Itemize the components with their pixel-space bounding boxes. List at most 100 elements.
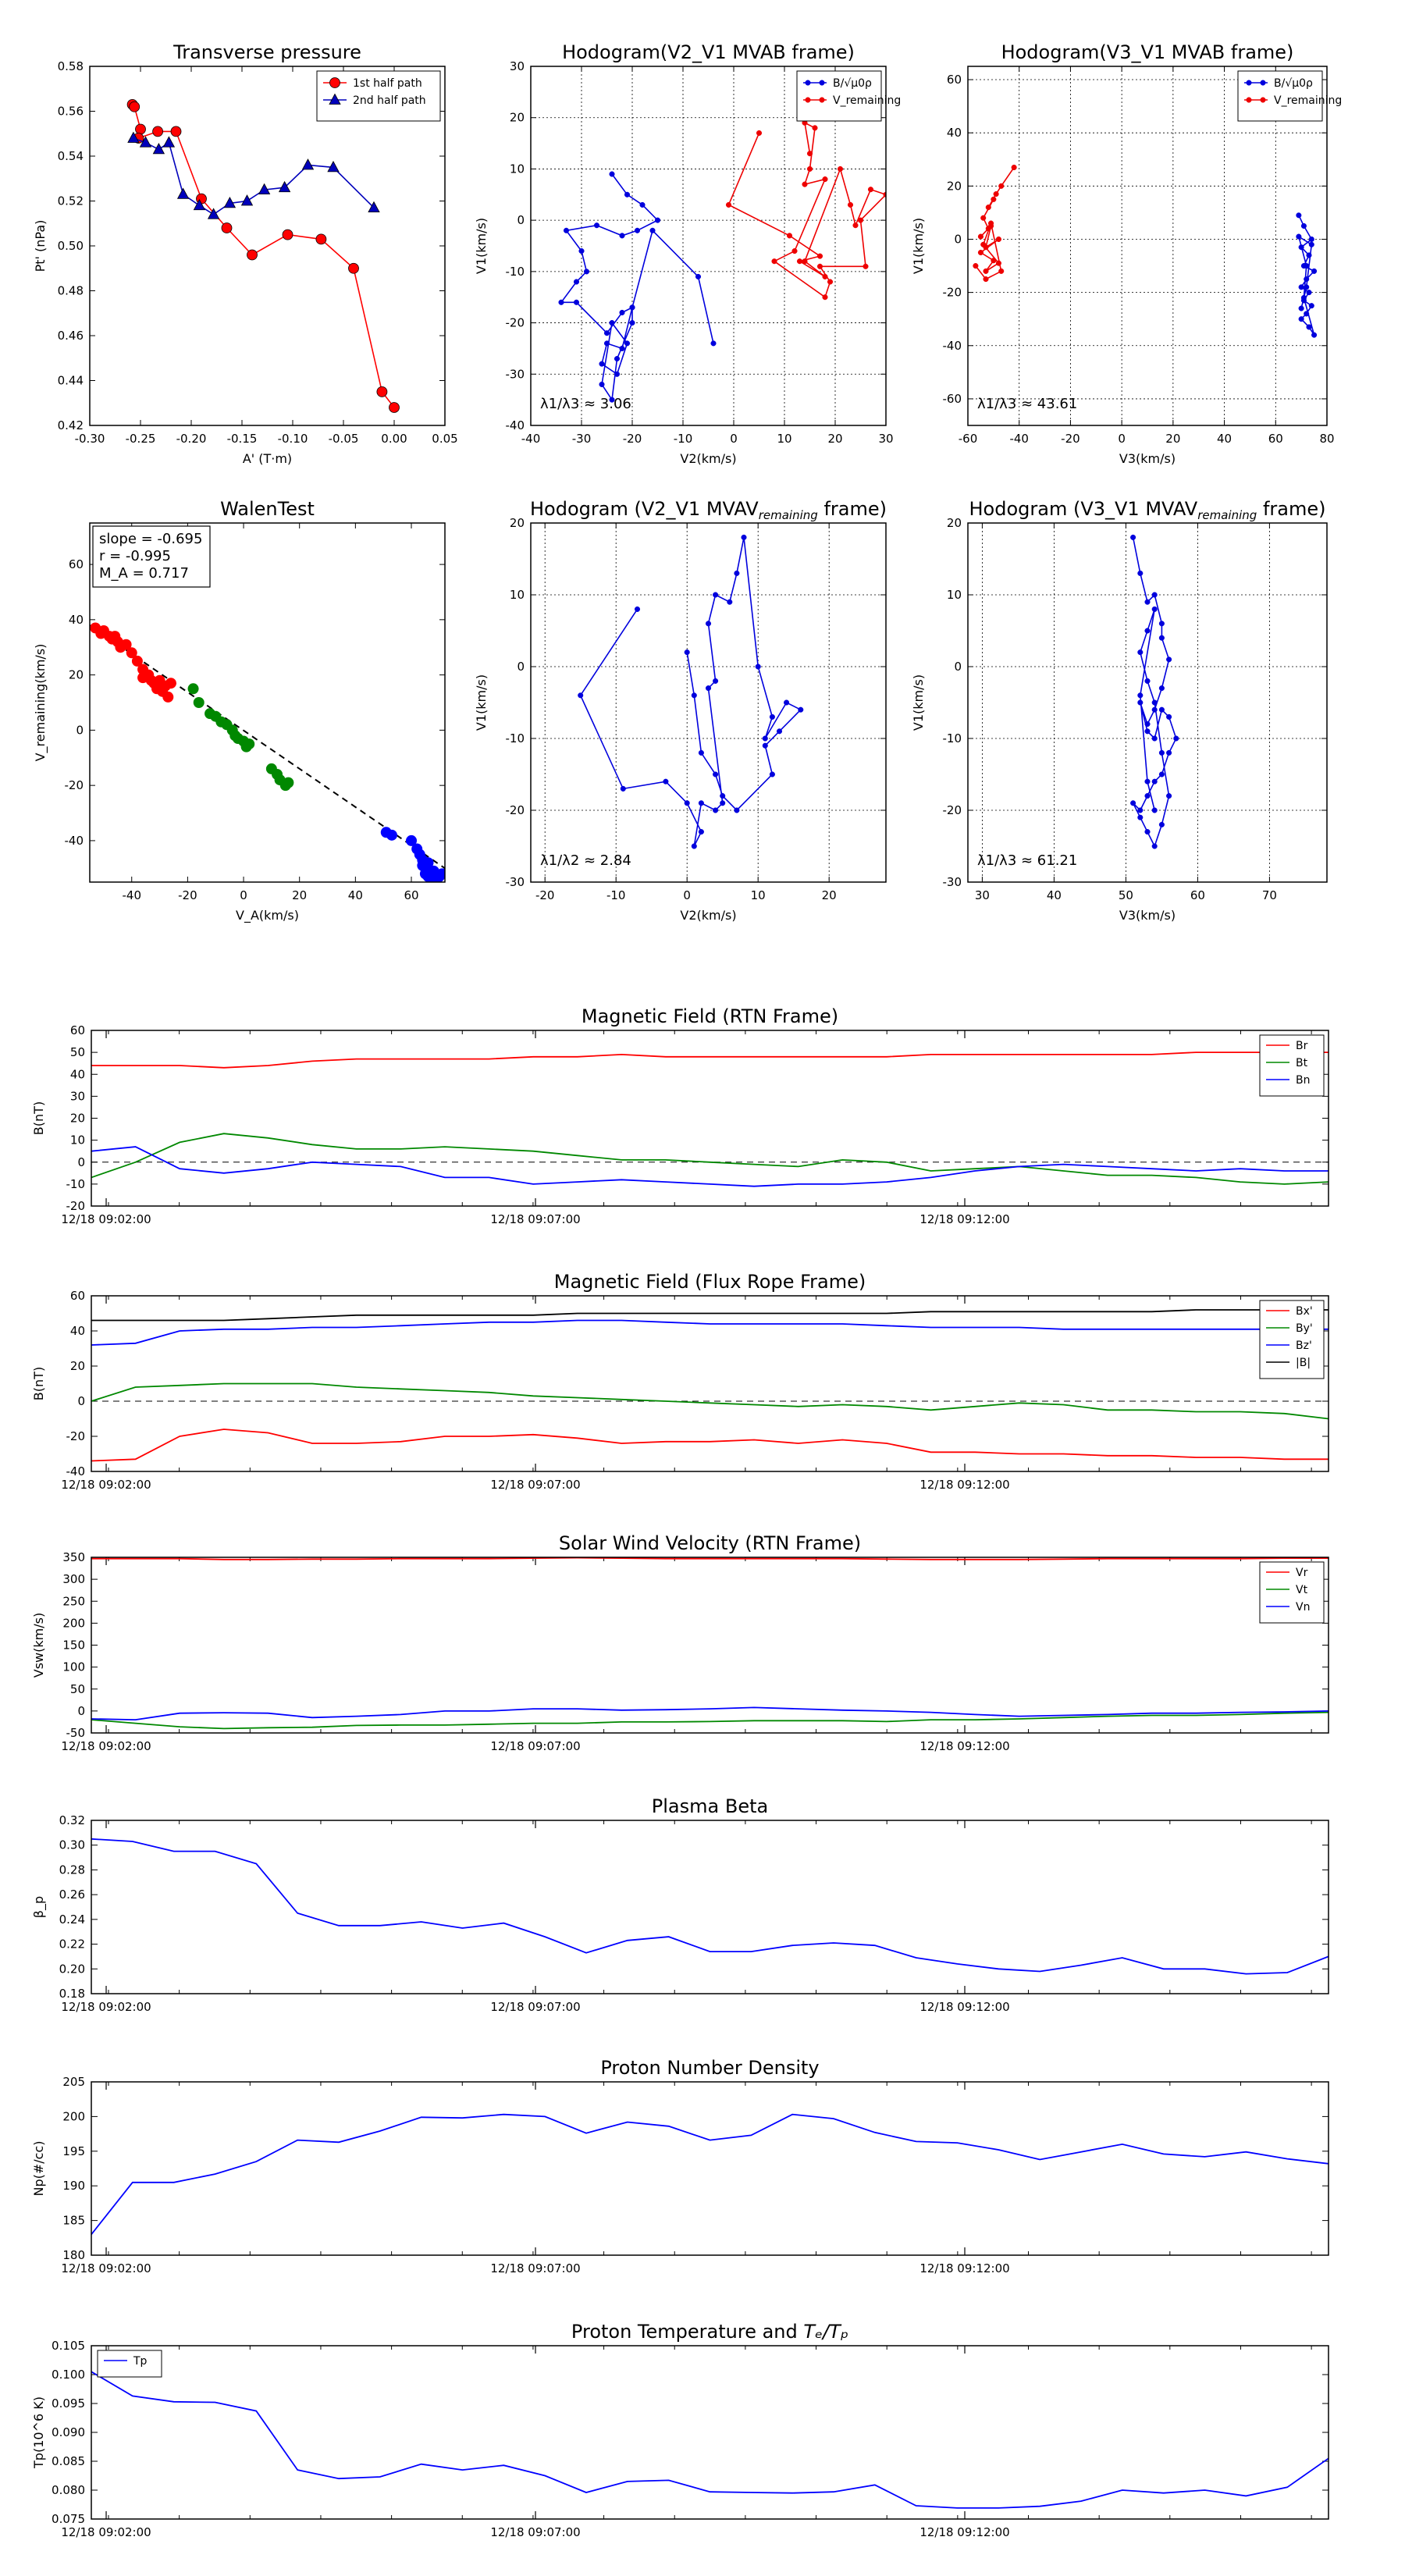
title-part: Proton Temperature and [571,2321,803,2343]
y-tick-label: 0 [954,232,962,246]
x-tick-label: -20 [1061,432,1080,446]
y-tick-label: 40 [69,613,84,627]
y-tick-label: -40 [943,339,962,353]
y-tick-label: 0.58 [58,59,84,73]
p8-panel: -40 -20 0 20 40 60 12/18 09:02:00 12/18 09:07:0… [31,1271,1329,1492]
x-tick-label: -20 [623,432,642,446]
y-tick-label: 0.26 [59,1888,85,1902]
x-tick-label: 10 [751,888,766,902]
data-point [327,161,340,173]
chart-title: Magnetic Field (RTN Frame) [582,1005,838,1027]
y-tick-label: 60 [70,1023,85,1037]
y-tick-label: 200 [62,1616,85,1630]
p7-plot-area [91,1051,1329,1187]
data-point [769,771,775,777]
x-tick-label: -10 [606,888,626,902]
data-point [985,205,991,211]
data-point [710,340,717,347]
y-tick-label: 195 [62,2144,85,2158]
data-point [126,647,137,659]
series-line-beta [91,1838,1329,1975]
chart-title: Solar Wind Velocity (RTN Frame) [559,1532,861,1554]
x-tick-label: 60 [404,888,418,902]
data-point [1130,800,1136,806]
axes-frame [967,522,1328,883]
axes-frame [91,1295,1329,1472]
data-point [1144,678,1151,684]
x-tick-label: -20 [535,888,555,902]
p5-plot-area [578,534,804,849]
data-point [977,233,984,240]
data-point [599,381,605,387]
y-tick-label: 0.50 [58,239,84,253]
y-tick-label: -30 [943,875,962,889]
y-tick-label: -20 [943,803,962,817]
data-point [1158,821,1165,827]
data-point [988,220,994,226]
x-tick-label: 12/18 09:12:00 [919,1478,1009,1492]
data-point [193,198,206,211]
data-point [244,738,255,750]
data-point [131,655,143,667]
data-point [620,785,626,792]
x-tick-label: 12/18 09:07:00 [490,2525,580,2539]
x-tick-label: -20 [178,888,197,902]
data-point [1158,635,1165,641]
ratio-annotation: λ1/λ3 ≈ 3.06 [540,396,631,412]
data-point [654,217,661,223]
x-tick-label: 60 [1190,888,1205,902]
data-point [983,268,989,274]
legend-marker [329,77,340,88]
data-point [603,340,610,347]
data-point [1298,305,1304,311]
data-point [436,868,445,880]
data-point [1166,793,1172,799]
data-point [1158,706,1165,713]
p12-plot-area [91,2371,1329,2509]
legend-label: V_remaining [833,94,901,107]
x-tick-label: 12/18 09:12:00 [919,1212,1009,1226]
legend-label: Bn [1296,1074,1310,1087]
y-tick-label: 0 [517,660,525,674]
data-point [837,165,844,172]
x-tick-label: 50 [1119,888,1133,902]
data-point [1173,735,1179,742]
x-tick-label: 12/18 09:07:00 [490,1739,580,1753]
chart-title: Proton Temperature and Tₑ/Tₚ [571,2321,848,2343]
legend-frame [97,2350,162,2378]
data-point [348,262,359,274]
data-point [1166,656,1172,663]
x-tick-label: 0 [683,888,691,902]
x-tick-label: 0.00 [381,432,407,446]
y-tick-label: -40 [65,834,84,848]
data-point [315,233,327,245]
data-point [769,713,775,720]
y-tick-label: 0.56 [58,105,84,119]
data-point [639,201,646,208]
legend-marker [819,97,825,103]
x-tick-label: 12/18 09:07:00 [490,1212,580,1226]
data-point [822,273,828,279]
x-tick-label: -40 [122,888,141,902]
y-tick-label: -40 [66,1464,86,1478]
y-tick-label: -30 [506,875,525,889]
legend-frame [796,70,882,122]
x-tick-label: 12/18 09:07:00 [490,2261,580,2275]
legend: Br Bt Bn [1259,1034,1325,1097]
title-part: frame) [818,498,887,520]
legend: Tp [97,2350,162,2378]
data-point [802,181,808,187]
data-point [776,728,783,735]
y-axis-label: B(nT) [31,1101,46,1135]
x-tick-label: 10 [777,432,791,446]
data-point [827,279,834,285]
y-tick-label: 0.20 [59,1962,85,1976]
x-axis-label: V2(km/s) [680,908,736,923]
data-point [852,222,859,229]
data-point [170,126,182,137]
y-tick-label: 0 [77,1704,85,1718]
legend-label: Br [1296,1040,1308,1052]
p2-plot-area [558,119,886,403]
x-tick-label: 12/18 09:07:00 [490,2000,580,2014]
